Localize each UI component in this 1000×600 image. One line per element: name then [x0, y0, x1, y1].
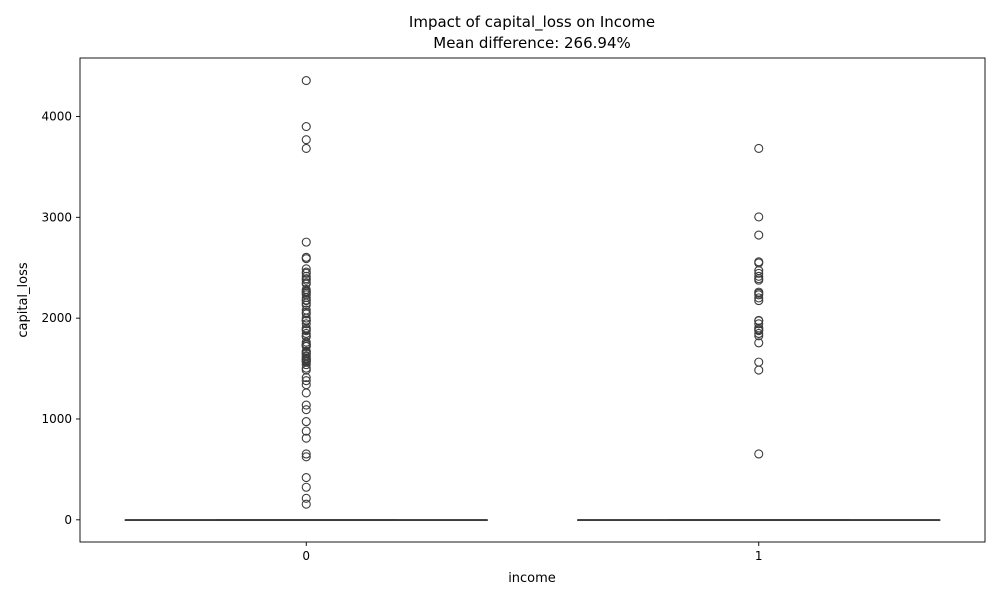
outlier-point [301, 309, 311, 319]
outlier-point [754, 271, 764, 281]
box-group-1 [577, 143, 941, 522]
outlier-point [754, 296, 764, 306]
outlier-point [754, 449, 764, 459]
outlier-point [301, 452, 311, 462]
outlier-point [301, 360, 311, 370]
y-tick-label: 3000 [41, 210, 72, 224]
outlier-point [301, 328, 311, 339]
outlier-point [754, 319, 764, 329]
y-axis-label: capital_loss [16, 262, 31, 337]
boxes-layer [124, 76, 941, 522]
outlier-point [301, 268, 311, 278]
outlier-point [301, 135, 311, 145]
outlier-point [301, 76, 311, 86]
chart-subtitle: Mean difference: 266.94% [433, 34, 631, 52]
outlier-point [301, 326, 311, 336]
outlier-point [301, 482, 311, 492]
outlier-point [301, 405, 311, 415]
chart-title: Impact of capital_loss on Income [409, 13, 655, 32]
box-group-0 [124, 76, 488, 522]
outlier-point [301, 426, 311, 436]
outlier-point [301, 499, 311, 509]
outlier-point [301, 296, 311, 306]
outlier-point [301, 319, 311, 329]
x-tick-label: 1 [755, 549, 763, 563]
y-tick-label: 1000 [41, 412, 72, 426]
outlier-point [754, 230, 764, 240]
outlier-point [754, 338, 764, 348]
outlier-point [754, 275, 764, 285]
outlier-point [754, 316, 764, 326]
outlier-point [754, 357, 764, 367]
outlier-point [301, 400, 311, 410]
outlier-point [301, 365, 311, 375]
outlier-point [754, 212, 764, 222]
outlier-point [301, 237, 311, 247]
outlier-point [754, 326, 764, 336]
outlier-point [301, 341, 311, 352]
outlier-point [301, 376, 311, 386]
outlier-point [301, 473, 311, 483]
x-axis-label: income [508, 571, 556, 586]
outlier-point [301, 372, 311, 383]
outlier-point [301, 449, 311, 459]
outlier-point [301, 316, 311, 326]
outlier-point [754, 328, 764, 339]
plot-frame [79, 57, 986, 543]
outlier-point [754, 293, 764, 303]
outlier-point [754, 290, 764, 300]
outlier-point [301, 254, 311, 264]
outlier-point [754, 268, 764, 278]
outlier-point [301, 122, 311, 132]
outlier-point [754, 143, 764, 153]
outlier-point [301, 433, 311, 443]
outlier-point [754, 365, 764, 375]
x-tick-label: 0 [302, 549, 310, 563]
outlier-point [301, 143, 311, 153]
y-axis-ticks: 0 1000 2000 3000 4000 [41, 109, 80, 527]
outlier-point [301, 300, 311, 310]
outlier-point [301, 493, 311, 503]
y-tick-label: 4000 [41, 109, 72, 123]
y-tick-label: 0 [64, 513, 72, 527]
outlier-point [754, 331, 764, 341]
outlier-point [301, 417, 311, 427]
outlier-point [301, 388, 311, 398]
outlier-point [301, 275, 311, 285]
y-tick-label: 2000 [41, 311, 72, 325]
